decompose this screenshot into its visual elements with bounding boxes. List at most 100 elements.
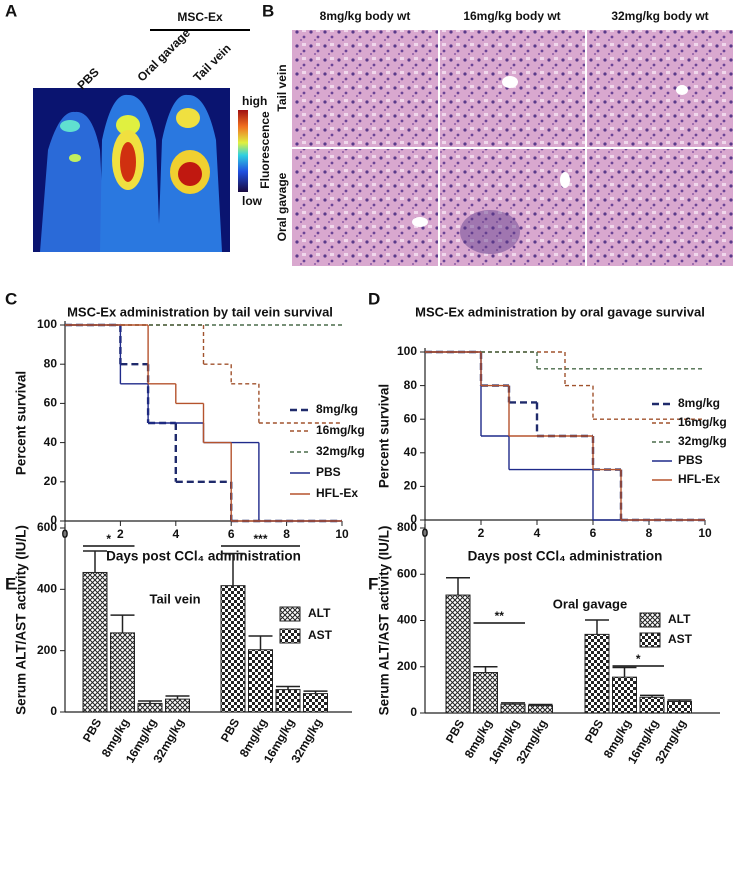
y-tick-label: 0 [410,705,417,719]
y-tick-label: 40 [404,445,418,459]
x-axis-label: Days post CCl₄ administration [468,549,663,564]
panel-label: E [5,574,16,593]
bar [165,698,190,713]
y-tick-label: 80 [404,378,418,392]
legend-label: 16mg/kg [316,423,365,437]
legend-label: PBS [678,453,703,467]
x-tick-label: 10 [698,526,712,540]
x-tick-label: 6 [590,526,597,540]
y-tick-label: 0 [50,513,57,527]
significance-label: ** [495,609,505,623]
legend-label: 32mg/kg [316,444,365,458]
row-label: Tail vein [275,64,289,111]
x-tick-label: 8 [646,526,653,540]
histology-grid [292,30,733,266]
legend-label: AST [668,632,693,646]
y-axis-label: Serum ALT/AST activity (IU/L) [377,526,392,716]
legend-label: ALT [308,606,331,620]
significance-label: * [636,652,641,666]
bar [220,585,246,713]
x-tick-label: 2 [478,526,485,540]
bar [445,594,471,714]
y-tick-label: 400 [397,613,417,627]
bar [275,689,301,713]
column-label: Tail vein [190,41,233,84]
imaging-photo [33,29,250,253]
column-label: 8mg/kg body wt [320,9,411,23]
y-tick-label: 200 [37,643,57,657]
legend-label: HFL-Ex [316,486,358,500]
y-axis-label: Serum ALT/AST activity (IU/L) [14,525,29,715]
legend-swatch [279,628,301,644]
y-tick-label: 800 [397,520,417,534]
legend-label: 32mg/kg [678,434,727,448]
bar [667,700,692,714]
row-label: Oral gavage [275,172,289,241]
legend-swatch [639,632,661,648]
bar [612,676,637,714]
x-tick-label: PBS [218,716,242,744]
x-tick-label: 10 [335,527,349,541]
scale-high: high [242,94,267,108]
scale-low: low [242,194,263,208]
chart-title: Oral gavage [553,596,627,611]
x-tick-label: 4 [172,527,179,541]
x-tick-label: 6 [228,527,235,541]
panel-label: B [262,1,274,20]
y-tick-label: 60 [404,411,418,425]
bar [82,571,108,713]
bar [473,672,498,714]
legend-label: PBS [316,465,341,479]
column-label: Oral gavage [134,26,193,85]
y-tick-label: 0 [410,512,417,526]
chart-title: Tail vein [149,591,200,606]
chart-title: MSC-Ex administration by tail vein survi… [67,304,333,319]
legend-label: ALT [668,612,691,626]
y-tick-label: 20 [44,474,58,488]
column-label: 16mg/kg body wt [463,9,560,23]
bar [137,702,163,713]
panel-label: C [5,289,17,308]
significance-label: *** [253,532,267,546]
legend-label: 8mg/kg [316,402,358,416]
column-label: 32mg/kg body wt [611,9,708,23]
bar [528,705,553,714]
x-tick-label: 4 [534,526,541,540]
scale-title: Fluorescence [258,111,272,189]
bar [303,693,328,713]
legend-label: 8mg/kg [678,396,720,410]
y-tick-label: 400 [37,582,57,596]
x-tick-label: 8 [283,527,290,541]
y-tick-label: 600 [397,566,417,580]
x-tick-label: PBS [582,717,606,745]
legend-swatch [639,612,661,628]
legend-label: AST [308,628,333,642]
x-axis-label: Days post CCl₄ administration [106,549,301,564]
y-tick-label: 600 [37,520,57,534]
panel-label: A [5,1,17,20]
y-tick-label: 0 [50,704,57,718]
x-tick-label: PBS [80,716,104,744]
y-axis-label: Percent survival [14,371,29,475]
x-tick-label: 2 [117,527,124,541]
legend-swatch [279,606,301,622]
legend-label: 16mg/kg [678,415,727,429]
x-tick-label: PBS [443,717,467,745]
y-tick-label: 100 [37,317,57,331]
y-tick-label: 80 [44,356,58,370]
chart-title: MSC-Ex administration by oral gavage sur… [415,304,705,319]
bar [584,633,610,714]
y-tick-label: 40 [44,435,58,449]
y-tick-label: 100 [397,344,417,358]
y-axis-label: Percent survival [377,384,392,488]
bar [248,649,273,713]
panel-label: D [368,289,380,308]
bar [500,703,526,714]
panel-label: F [368,574,378,593]
y-tick-label: 60 [44,396,58,410]
bar [639,696,665,714]
group-label: MSC-Ex [177,10,223,24]
y-tick-label: 200 [397,659,417,673]
bar [110,632,135,713]
